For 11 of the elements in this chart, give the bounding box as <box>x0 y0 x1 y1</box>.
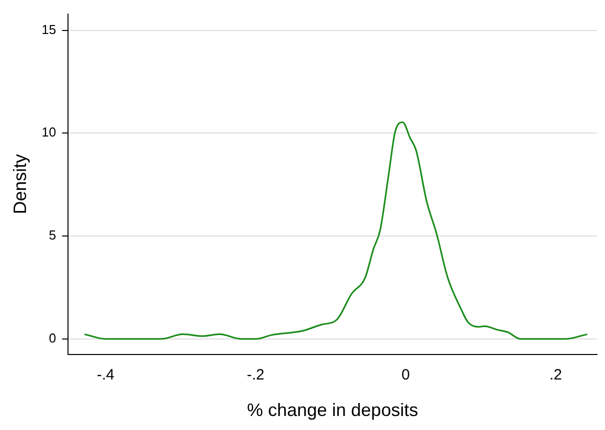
x-tick-label: -.2 <box>246 366 264 384</box>
x-tick-label: .2 <box>549 366 562 384</box>
x-tick-label: -.4 <box>96 366 114 384</box>
x-axis-title: % change in deposits <box>246 400 418 420</box>
y-tick-label: 0 <box>48 330 56 346</box>
x-tick-label: 0 <box>402 366 410 384</box>
line-series <box>84 121 588 340</box>
y-axis-title: Density <box>10 154 30 214</box>
y-tick-label: 10 <box>42 124 56 140</box>
y-tick-label: 5 <box>48 228 56 243</box>
y-tick-label: 15 <box>42 22 56 37</box>
